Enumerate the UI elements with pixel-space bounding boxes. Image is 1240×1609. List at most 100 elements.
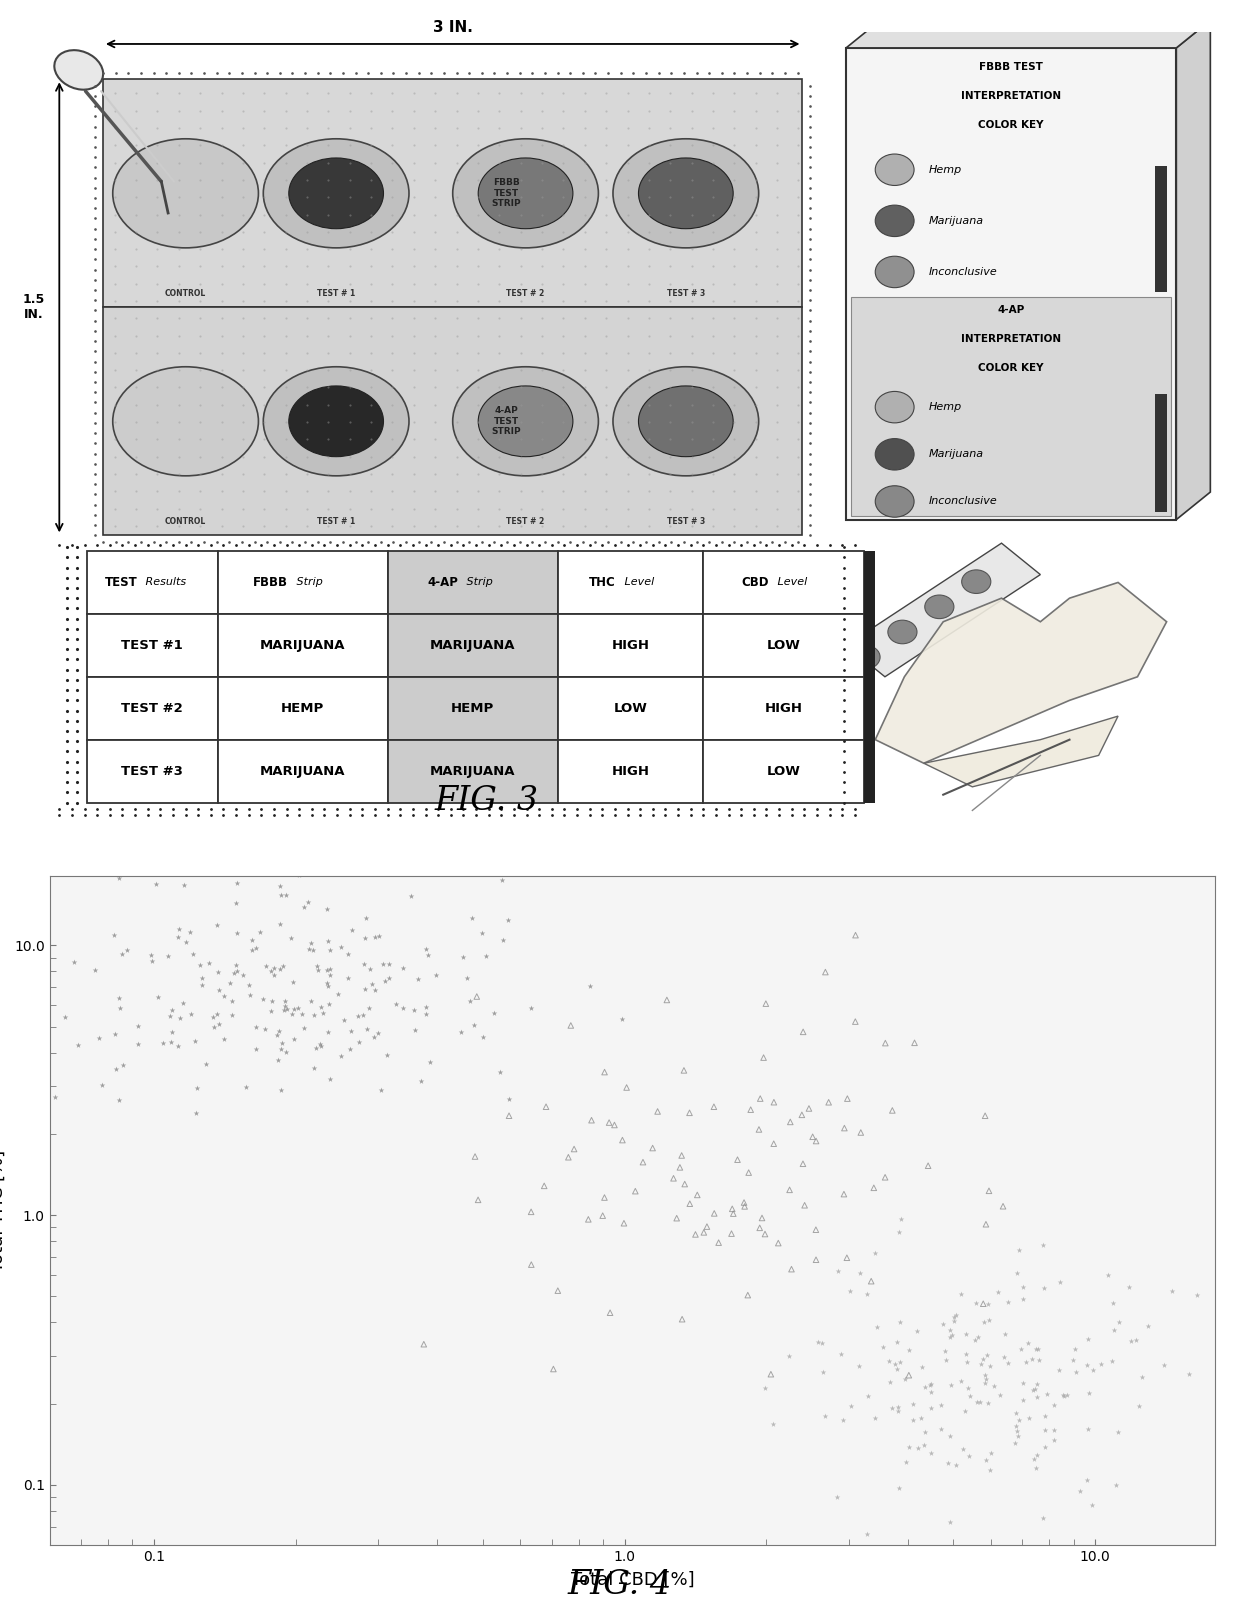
Point bbox=[270, 1036, 290, 1062]
Point bbox=[862, 1268, 882, 1294]
Text: 3 IN.: 3 IN. bbox=[433, 19, 472, 34]
Point bbox=[921, 1395, 941, 1421]
Point bbox=[372, 1076, 392, 1102]
Point bbox=[233, 962, 253, 988]
Ellipse shape bbox=[479, 386, 573, 457]
Point bbox=[879, 1348, 899, 1374]
Point bbox=[272, 882, 291, 907]
Point bbox=[616, 1075, 636, 1101]
Point bbox=[210, 1010, 229, 1036]
Ellipse shape bbox=[639, 386, 733, 457]
Point bbox=[980, 1178, 999, 1204]
Point bbox=[921, 1379, 941, 1405]
Point bbox=[159, 943, 179, 969]
Text: TEST # 3: TEST # 3 bbox=[667, 516, 706, 526]
Text: TEST #3: TEST #3 bbox=[122, 764, 184, 777]
Point bbox=[613, 1128, 632, 1154]
Point bbox=[851, 1120, 870, 1146]
Point bbox=[749, 1117, 769, 1142]
Point bbox=[976, 1448, 996, 1474]
Ellipse shape bbox=[639, 158, 733, 228]
Point bbox=[247, 935, 267, 961]
Point bbox=[951, 1281, 971, 1307]
Point bbox=[288, 994, 308, 1020]
Point bbox=[317, 1018, 337, 1044]
Point bbox=[1106, 1472, 1126, 1498]
Point bbox=[1053, 1382, 1073, 1408]
Point bbox=[1078, 1326, 1097, 1352]
Circle shape bbox=[875, 439, 914, 470]
FancyBboxPatch shape bbox=[846, 48, 1177, 520]
Point bbox=[534, 1173, 554, 1199]
Point bbox=[1105, 1318, 1125, 1344]
Point bbox=[419, 941, 439, 967]
Text: TEST # 2: TEST # 2 bbox=[506, 290, 544, 298]
Point bbox=[899, 1434, 919, 1459]
Point bbox=[243, 927, 263, 953]
Point bbox=[277, 1039, 296, 1065]
Point bbox=[247, 1014, 267, 1039]
Point bbox=[222, 988, 242, 1014]
Point bbox=[1004, 1430, 1024, 1456]
Point bbox=[109, 985, 129, 1010]
Point bbox=[998, 1350, 1018, 1376]
Point bbox=[105, 1056, 125, 1081]
Point bbox=[657, 986, 677, 1012]
Point bbox=[362, 972, 382, 998]
Point bbox=[680, 1101, 699, 1126]
Point bbox=[334, 1007, 353, 1033]
Point bbox=[915, 1419, 935, 1445]
Point bbox=[734, 1189, 754, 1215]
Point bbox=[1027, 1443, 1047, 1469]
Text: LOW: LOW bbox=[766, 639, 800, 652]
Point bbox=[467, 983, 487, 1009]
Point bbox=[988, 1279, 1008, 1305]
Point bbox=[1013, 1274, 1033, 1300]
Point bbox=[942, 1323, 962, 1348]
Point bbox=[888, 1398, 908, 1424]
Point bbox=[301, 988, 321, 1014]
Point bbox=[978, 1308, 998, 1334]
Point bbox=[806, 1128, 826, 1154]
Point bbox=[415, 994, 435, 1020]
Point bbox=[946, 1302, 966, 1327]
Point bbox=[1022, 1347, 1042, 1372]
Point bbox=[1211, 1289, 1231, 1315]
Point bbox=[694, 1220, 714, 1245]
Point bbox=[255, 954, 275, 980]
Point bbox=[994, 1344, 1014, 1369]
Point bbox=[951, 1369, 971, 1395]
Point bbox=[1109, 1419, 1128, 1445]
Bar bbox=[87, 677, 218, 740]
Point bbox=[868, 1315, 888, 1340]
Text: Level: Level bbox=[621, 578, 653, 587]
Point bbox=[837, 1086, 857, 1112]
Point bbox=[558, 1144, 578, 1170]
Circle shape bbox=[875, 391, 914, 423]
Point bbox=[1211, 1438, 1231, 1464]
Polygon shape bbox=[924, 716, 1118, 787]
Point bbox=[976, 1212, 996, 1237]
Point bbox=[973, 1290, 993, 1316]
Point bbox=[267, 1022, 286, 1047]
Point bbox=[1024, 1446, 1044, 1472]
Point bbox=[839, 1279, 859, 1305]
Point bbox=[888, 1393, 908, 1419]
Point bbox=[175, 872, 195, 898]
Point bbox=[899, 1363, 919, 1389]
Point bbox=[491, 1059, 511, 1084]
Point bbox=[182, 941, 202, 967]
Point bbox=[170, 1006, 190, 1031]
Point bbox=[284, 996, 304, 1022]
Point bbox=[978, 1290, 998, 1316]
Point bbox=[634, 1149, 653, 1175]
Point bbox=[311, 994, 331, 1020]
Point bbox=[816, 959, 836, 985]
Point bbox=[885, 1352, 905, 1377]
Point bbox=[112, 941, 131, 967]
Text: FIG. 4: FIG. 4 bbox=[568, 1569, 672, 1601]
Point bbox=[991, 1382, 1011, 1408]
Point bbox=[237, 1075, 257, 1101]
Text: MARIJUANA: MARIJUANA bbox=[430, 639, 516, 652]
Point bbox=[697, 1213, 717, 1239]
